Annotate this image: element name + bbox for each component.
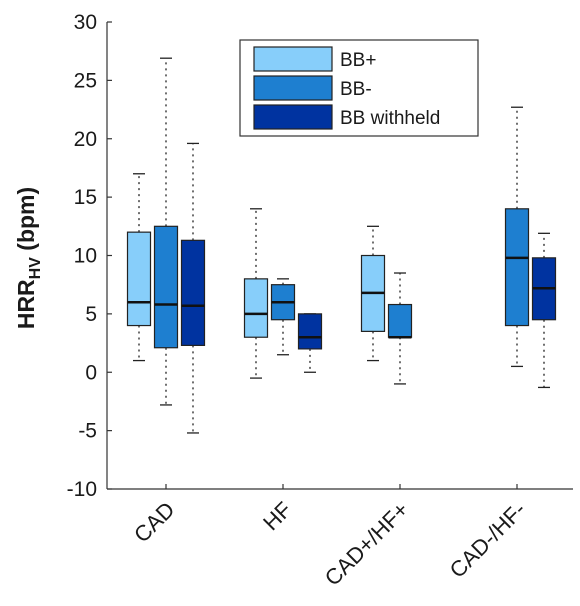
x-tick-label: CAD-/HF- xyxy=(445,497,531,583)
box-iqr xyxy=(180,239,206,346)
box-bb-2 xyxy=(387,272,413,385)
y-tick-label: -10 xyxy=(67,478,97,501)
box-bb-withheld-1 xyxy=(297,313,323,373)
box-bb-0 xyxy=(126,173,152,362)
x-tick-label: HF xyxy=(258,497,296,535)
plot-area xyxy=(126,57,557,434)
box-bb-2 xyxy=(360,225,386,362)
y-axis-title-subscript: HV xyxy=(27,257,44,280)
y-tick-label: 25 xyxy=(74,69,97,92)
box-bb-withheld-0 xyxy=(180,142,206,434)
y-tick-label: 30 xyxy=(74,11,97,34)
box-iqr xyxy=(387,303,413,338)
y-tick-label: 5 xyxy=(85,303,97,326)
box-bb-0 xyxy=(153,57,179,406)
y-tick-label: 0 xyxy=(85,361,97,384)
box-iqr xyxy=(126,231,152,327)
box-iqr xyxy=(153,225,179,349)
box-iqr xyxy=(243,278,269,338)
legend-swatch xyxy=(253,46,333,72)
y-tick-label: -5 xyxy=(78,420,97,443)
legend: BB+ BB- BB withheld xyxy=(239,39,479,137)
legend-label: BB withheld xyxy=(340,108,440,129)
y-tick-label: 20 xyxy=(74,128,97,151)
y-axis-title-unit: (bpm) xyxy=(13,187,39,257)
y-tick-label: 15 xyxy=(74,186,97,209)
box-iqr xyxy=(297,313,323,350)
legend-swatch xyxy=(253,104,333,130)
box-bb-1 xyxy=(270,278,296,356)
y-axis-title-main: HRR xyxy=(13,279,39,329)
y-tick-label: 10 xyxy=(74,245,97,268)
x-tick-label: CAD+/HF+ xyxy=(320,497,414,591)
legend-swatch xyxy=(253,75,333,101)
box-iqr xyxy=(504,208,530,327)
y-axis-title: HRRHV (bpm) xyxy=(13,187,44,329)
x-tick-label: CAD xyxy=(129,497,180,548)
box-bb-1 xyxy=(243,208,269,379)
box-bb-withheld-3 xyxy=(531,232,557,389)
box-bb-3 xyxy=(504,106,530,368)
legend-label: BB+ xyxy=(340,50,376,71)
legend-label: BB- xyxy=(340,79,372,100)
